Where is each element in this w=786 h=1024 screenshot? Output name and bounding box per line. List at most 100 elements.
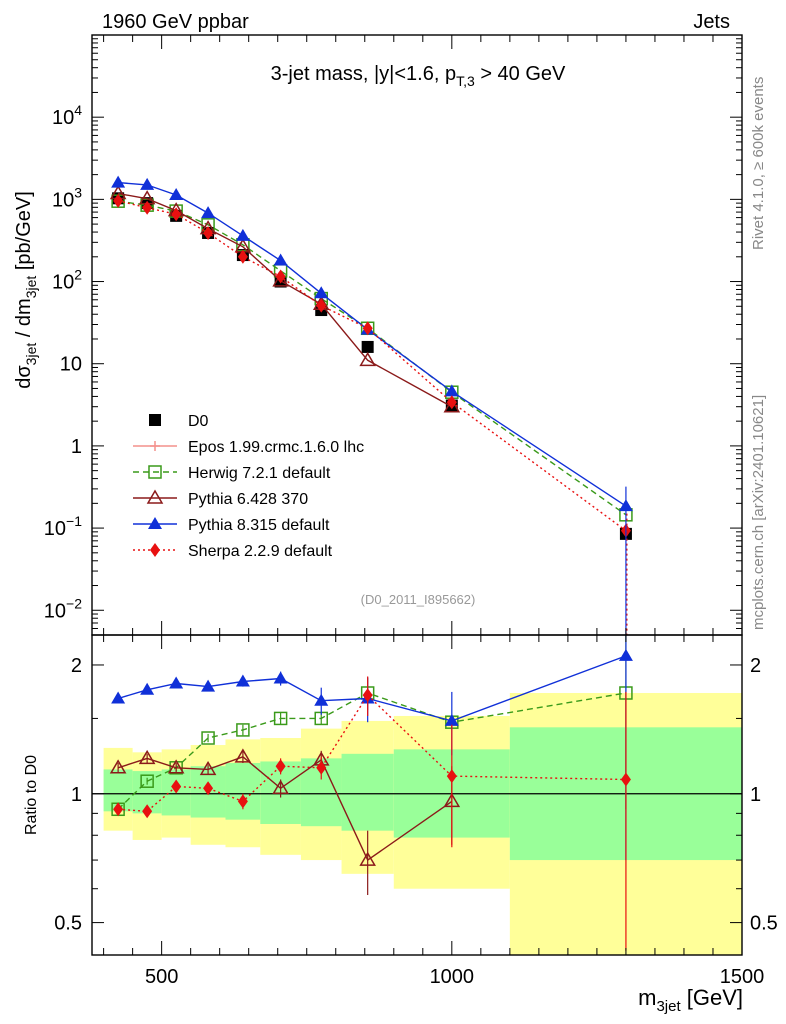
ytick-label: 104: [52, 102, 82, 129]
data-point: [443, 398, 461, 413]
legend-label: Pythia 6.428 370: [188, 491, 308, 508]
upper-series: [109, 175, 633, 635]
ytick-label-base: 10: [52, 272, 74, 294]
xlabel-c: [GeV]: [681, 985, 743, 1010]
ytick-label: 10: [60, 354, 82, 376]
data-point: [314, 286, 329, 299]
ytick-label-base: 10: [52, 107, 74, 129]
data-point: [446, 395, 457, 410]
ratio-point: [201, 731, 215, 745]
xtick-label: 500: [145, 966, 178, 988]
ratio-point: [113, 802, 124, 817]
ratio-point: [111, 691, 126, 704]
ratio-point: [620, 772, 631, 787]
legend-label: Sherpa 2.2.9 default: [188, 543, 333, 560]
data-point: [359, 351, 376, 367]
data-point: [171, 207, 182, 222]
ratio-line: [117, 655, 627, 722]
ytick-label-base: 10: [44, 518, 66, 540]
ytick-label: 102: [52, 267, 82, 294]
xtick-label: 1000: [430, 966, 475, 988]
data-point: [201, 206, 216, 219]
ratio-point: [273, 711, 288, 726]
ratio-point: [275, 759, 286, 774]
data-point: [316, 298, 327, 313]
title-sub: T,3: [456, 73, 475, 89]
data-point: [361, 340, 374, 353]
data-point: [142, 200, 153, 215]
ylabel-e: [pb/GeV]: [13, 191, 35, 276]
data-point: [362, 321, 373, 336]
legend-marker: [149, 414, 161, 426]
chart-title: 3-jet mass, |y|<1.6, pT,3 > 40 GeV: [271, 63, 566, 89]
ratio-point: [138, 749, 156, 765]
ratio-bands: [92, 692, 742, 955]
legend: D0 Epos 1.99.crmc.1.6.0 lhc Herwig 7.2.1 d…: [133, 413, 364, 560]
ratio-point: [234, 748, 252, 763]
ratio-point: [444, 713, 459, 726]
xlabel: m3jet [GeV]: [638, 985, 743, 1015]
data-point: [111, 175, 126, 188]
series-line: [118, 200, 627, 516]
legend-marker: [150, 441, 160, 451]
ratio-ytick-label-right: 1: [750, 784, 761, 806]
data-point: [237, 249, 248, 264]
ratio-point: [618, 648, 633, 661]
band-green: [341, 753, 394, 831]
legend-label: Epos 1.99.crmc.1.6.0 lhc: [188, 439, 364, 456]
ytick-label-exp: 2: [74, 267, 82, 283]
ratio-point: [316, 760, 327, 775]
data-point: [113, 193, 124, 208]
ratio-line: [117, 692, 627, 810]
ratio-ytick-label-right: 2: [750, 655, 761, 677]
ratio-point: [140, 774, 154, 788]
ratio-point: [236, 723, 250, 737]
upper-ylabel: dσ3jet / dm3jet [pb/GeV]: [13, 191, 39, 389]
ratio-ytick-label: 2: [71, 655, 82, 677]
data-point: [203, 225, 214, 240]
ratio-ytick-label-right: 0.5: [750, 913, 778, 935]
ratio-point: [314, 693, 329, 706]
legend-marker: [146, 489, 164, 504]
ytick-label-base: 10: [44, 600, 66, 622]
data-point: [444, 384, 459, 397]
ytick-label-base: 10: [52, 189, 74, 211]
data-point: [169, 187, 184, 200]
ytick-label: 10−1: [44, 513, 82, 540]
rivet-label: Rivet 4.1.0, ≥ 600k events: [750, 77, 767, 250]
data-point: [273, 253, 288, 266]
legend-label: Pythia 8.315 default: [188, 517, 330, 534]
analysis-tag: (D0_2011_I895662): [361, 592, 476, 607]
energy-label: 1960 GeV ppbar: [102, 11, 249, 33]
xtick-label: 1500: [720, 966, 765, 988]
xlabel-a: m: [638, 985, 656, 1010]
title-tail: > 40 GeV: [475, 63, 566, 85]
ytick-label-exp: −1: [66, 513, 82, 529]
ylabel-d: 3jet: [23, 276, 39, 299]
ratio-point: [446, 769, 457, 784]
lower-series: [109, 635, 633, 951]
ratio-point: [359, 851, 376, 866]
ratio-point: [273, 671, 288, 684]
ratio-point: [167, 759, 185, 774]
legend-label: Herwig 7.2.1 default: [188, 465, 331, 482]
series-line: [117, 192, 453, 408]
ytick-label: 103: [52, 184, 82, 211]
ylabel-b: 3jet: [23, 343, 39, 366]
ratio-ytick-label: 1: [71, 784, 82, 806]
source-label: mcplots.cern.ch [arXiv:2401.10621]: [750, 395, 767, 630]
ratio-point: [171, 779, 182, 794]
ratio-ytick-label: 0.5: [54, 913, 82, 935]
lower-ylabel: Ratio to D0: [23, 755, 40, 835]
ratio-point: [235, 674, 250, 687]
ytick-label: 10−2: [44, 595, 82, 622]
ratio-point: [109, 759, 127, 774]
ratio-point: [201, 679, 216, 692]
band-green: [225, 763, 261, 820]
series-line: [117, 200, 627, 532]
title-main: 3-jet mass, |y|<1.6, p: [271, 63, 456, 85]
ratio-point: [142, 804, 153, 819]
ratio-point: [199, 760, 217, 776]
ytick-label-exp: −2: [66, 595, 82, 611]
